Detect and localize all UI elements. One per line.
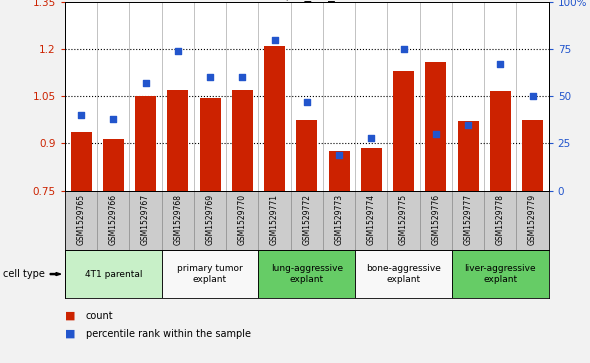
Text: GSM1529774: GSM1529774 bbox=[367, 193, 376, 245]
Text: GSM1529770: GSM1529770 bbox=[238, 193, 247, 245]
Text: ■: ■ bbox=[65, 311, 76, 321]
Point bbox=[528, 93, 537, 99]
Text: GSM1529768: GSM1529768 bbox=[173, 193, 182, 245]
Bar bbox=[199, 98, 221, 191]
Text: GSM1529765: GSM1529765 bbox=[77, 193, 86, 245]
Bar bbox=[522, 120, 543, 191]
Bar bbox=[103, 139, 124, 191]
Point bbox=[302, 99, 312, 105]
Text: GSM1529766: GSM1529766 bbox=[109, 193, 118, 245]
Bar bbox=[458, 121, 478, 191]
Text: liver-aggressive
explant: liver-aggressive explant bbox=[464, 264, 536, 284]
Text: GSM1529773: GSM1529773 bbox=[335, 193, 343, 245]
Point bbox=[205, 74, 215, 80]
Point bbox=[399, 46, 408, 52]
Text: GSM1529775: GSM1529775 bbox=[399, 193, 408, 245]
Text: GSM1529769: GSM1529769 bbox=[205, 193, 215, 245]
Title: GDS5666 / A_52_P400613: GDS5666 / A_52_P400613 bbox=[220, 0, 394, 1]
Text: cell type: cell type bbox=[3, 269, 45, 279]
Bar bbox=[264, 46, 285, 191]
Text: GSM1529776: GSM1529776 bbox=[431, 193, 440, 245]
Bar bbox=[355, 250, 452, 298]
Bar bbox=[296, 120, 317, 191]
Text: bone-aggressive
explant: bone-aggressive explant bbox=[366, 264, 441, 284]
Bar bbox=[452, 250, 549, 298]
Bar bbox=[329, 151, 349, 191]
Bar bbox=[168, 90, 188, 191]
Point bbox=[238, 74, 247, 80]
Text: GSM1529778: GSM1529778 bbox=[496, 193, 505, 245]
Bar bbox=[393, 71, 414, 191]
Bar bbox=[135, 96, 156, 191]
Text: 4T1 parental: 4T1 parental bbox=[84, 270, 142, 278]
Bar bbox=[361, 148, 382, 191]
Point bbox=[366, 135, 376, 140]
Bar bbox=[490, 91, 511, 191]
Text: lung-aggressive
explant: lung-aggressive explant bbox=[271, 264, 343, 284]
Point bbox=[76, 112, 86, 118]
Point bbox=[335, 152, 344, 158]
Text: percentile rank within the sample: percentile rank within the sample bbox=[86, 329, 251, 339]
Bar bbox=[258, 250, 355, 298]
Point bbox=[141, 80, 150, 86]
Text: primary tumor
explant: primary tumor explant bbox=[177, 264, 243, 284]
Text: ■: ■ bbox=[65, 329, 76, 339]
Point bbox=[496, 61, 505, 67]
Bar bbox=[162, 250, 258, 298]
Point bbox=[270, 37, 279, 42]
Bar bbox=[425, 62, 446, 191]
Text: GSM1529779: GSM1529779 bbox=[528, 193, 537, 245]
Text: GSM1529771: GSM1529771 bbox=[270, 193, 279, 245]
Bar bbox=[71, 132, 91, 191]
Point bbox=[463, 122, 473, 127]
Bar bbox=[232, 90, 253, 191]
Text: GSM1529777: GSM1529777 bbox=[464, 193, 473, 245]
Point bbox=[431, 131, 441, 137]
Bar bbox=[65, 250, 162, 298]
Text: GSM1529772: GSM1529772 bbox=[302, 193, 312, 245]
Point bbox=[173, 48, 182, 54]
Text: count: count bbox=[86, 311, 113, 321]
Text: GSM1529767: GSM1529767 bbox=[141, 193, 150, 245]
Point bbox=[109, 116, 118, 122]
